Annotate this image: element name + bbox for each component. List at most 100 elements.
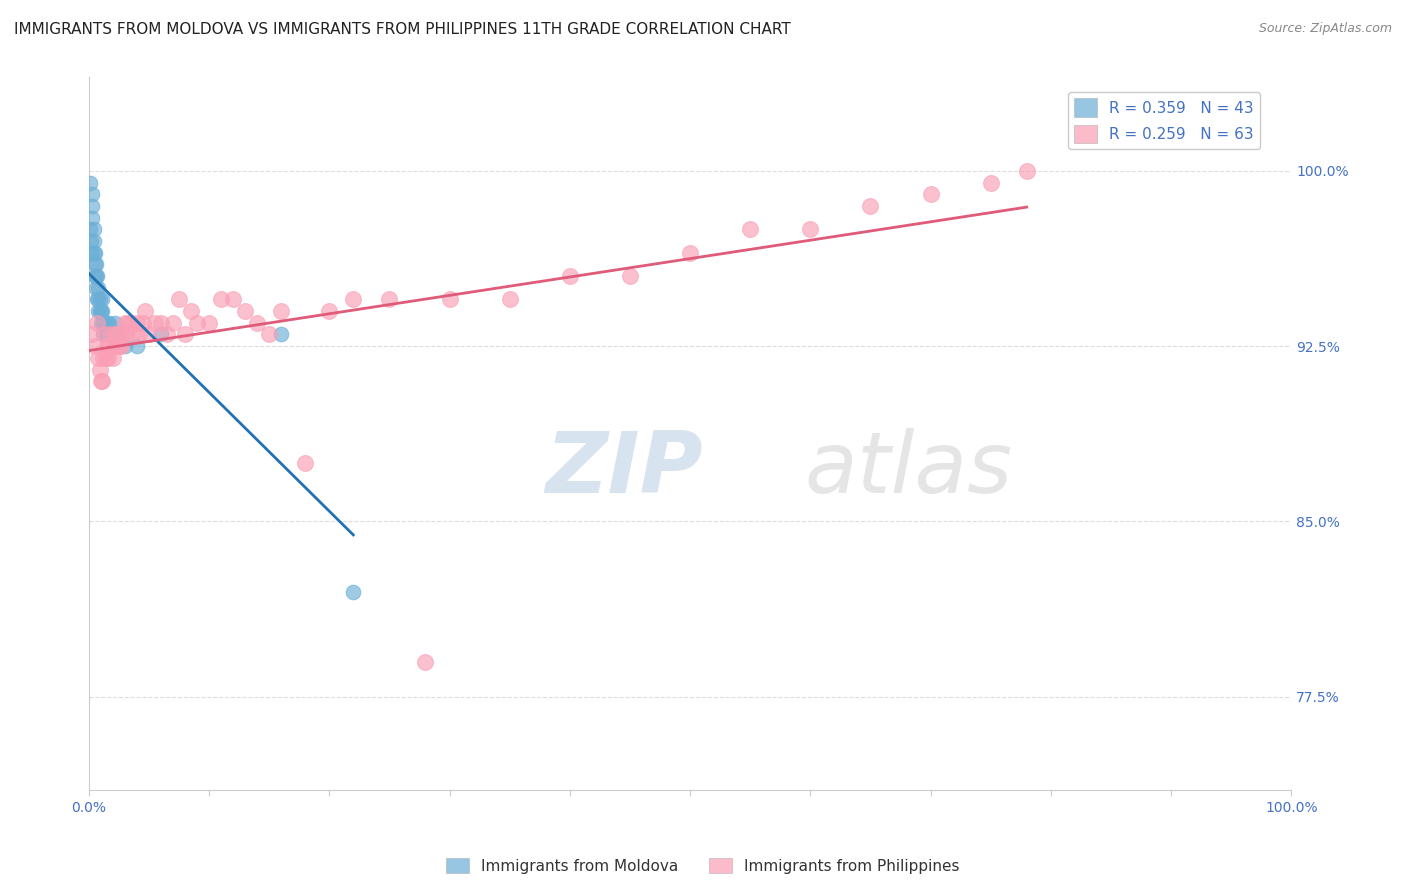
- Point: [107, 339, 129, 353]
- Point: [143, 316, 166, 330]
- Point: [174, 327, 197, 342]
- Text: Source: ZipAtlas.com: Source: ZipAtlas.com: [1258, 22, 1392, 36]
- Point: [89, 293, 111, 307]
- Point: [90, 304, 112, 318]
- Point: [859, 199, 882, 213]
- Point: [93, 316, 115, 330]
- Point: [209, 293, 232, 307]
- Point: [90, 374, 112, 388]
- Point: [93, 327, 115, 342]
- Point: [91, 351, 114, 365]
- Legend: R = 0.359   N = 43, R = 0.259   N = 63: R = 0.359 N = 43, R = 0.259 N = 63: [1067, 92, 1260, 149]
- Point: [94, 351, 117, 365]
- Point: [97, 327, 120, 342]
- Point: [83, 245, 105, 260]
- Point: [107, 327, 129, 342]
- Point: [104, 316, 127, 330]
- Point: [104, 327, 127, 342]
- Point: [233, 304, 256, 318]
- Point: [156, 327, 179, 342]
- Point: [138, 327, 160, 342]
- Point: [89, 304, 111, 318]
- Point: [87, 281, 110, 295]
- Point: [558, 268, 581, 283]
- Point: [186, 316, 208, 330]
- Point: [378, 293, 401, 307]
- Point: [82, 211, 104, 225]
- Point: [132, 316, 155, 330]
- Point: [87, 304, 110, 318]
- Point: [342, 293, 364, 307]
- Point: [125, 316, 148, 330]
- Point: [87, 351, 110, 365]
- Point: [111, 327, 134, 342]
- Point: [87, 293, 110, 307]
- Point: [114, 316, 136, 330]
- Point: [83, 234, 105, 248]
- Point: [980, 176, 1002, 190]
- Point: [96, 316, 118, 330]
- Point: [920, 187, 942, 202]
- Point: [91, 374, 114, 388]
- Point: [96, 339, 118, 353]
- Point: [80, 245, 103, 260]
- Point: [91, 327, 114, 342]
- Point: [107, 327, 129, 342]
- Point: [679, 245, 702, 260]
- Point: [83, 339, 105, 353]
- Point: [79, 176, 101, 190]
- Point: [270, 327, 292, 342]
- Point: [167, 293, 190, 307]
- Point: [82, 187, 104, 202]
- Point: [84, 281, 107, 295]
- Point: [91, 304, 114, 318]
- Point: [198, 316, 221, 330]
- Point: [84, 268, 107, 283]
- Point: [83, 222, 105, 236]
- Point: [122, 327, 145, 342]
- Point: [91, 316, 114, 330]
- Point: [149, 327, 172, 342]
- Point: [270, 304, 292, 318]
- Point: [342, 584, 364, 599]
- Point: [128, 327, 150, 342]
- Legend: Immigrants from Moldova, Immigrants from Philippines: Immigrants from Moldova, Immigrants from…: [440, 852, 966, 880]
- Point: [89, 362, 111, 376]
- Point: [91, 293, 114, 307]
- Point: [86, 316, 108, 330]
- Point: [80, 234, 103, 248]
- Point: [83, 245, 105, 260]
- Point: [149, 316, 172, 330]
- Point: [294, 456, 316, 470]
- Point: [318, 304, 340, 318]
- Point: [100, 327, 122, 342]
- Point: [1015, 164, 1038, 178]
- Point: [222, 293, 245, 307]
- Point: [103, 339, 125, 353]
- Point: [110, 339, 132, 353]
- Point: [101, 351, 124, 365]
- Point: [114, 339, 136, 353]
- Point: [101, 327, 124, 342]
- Point: [94, 327, 117, 342]
- Point: [246, 316, 269, 330]
- Point: [105, 339, 128, 353]
- Point: [90, 316, 112, 330]
- Point: [619, 268, 641, 283]
- Point: [134, 304, 156, 318]
- Point: [120, 316, 142, 330]
- Text: atlas: atlas: [804, 428, 1012, 511]
- Point: [82, 327, 104, 342]
- Point: [415, 655, 437, 669]
- Point: [79, 222, 101, 236]
- Point: [84, 257, 107, 271]
- Point: [82, 199, 104, 213]
- Point: [799, 222, 821, 236]
- Point: [83, 268, 105, 283]
- Point: [98, 316, 121, 330]
- Point: [83, 257, 105, 271]
- Point: [125, 339, 148, 353]
- Point: [117, 316, 139, 330]
- Point: [86, 293, 108, 307]
- Point: [98, 339, 121, 353]
